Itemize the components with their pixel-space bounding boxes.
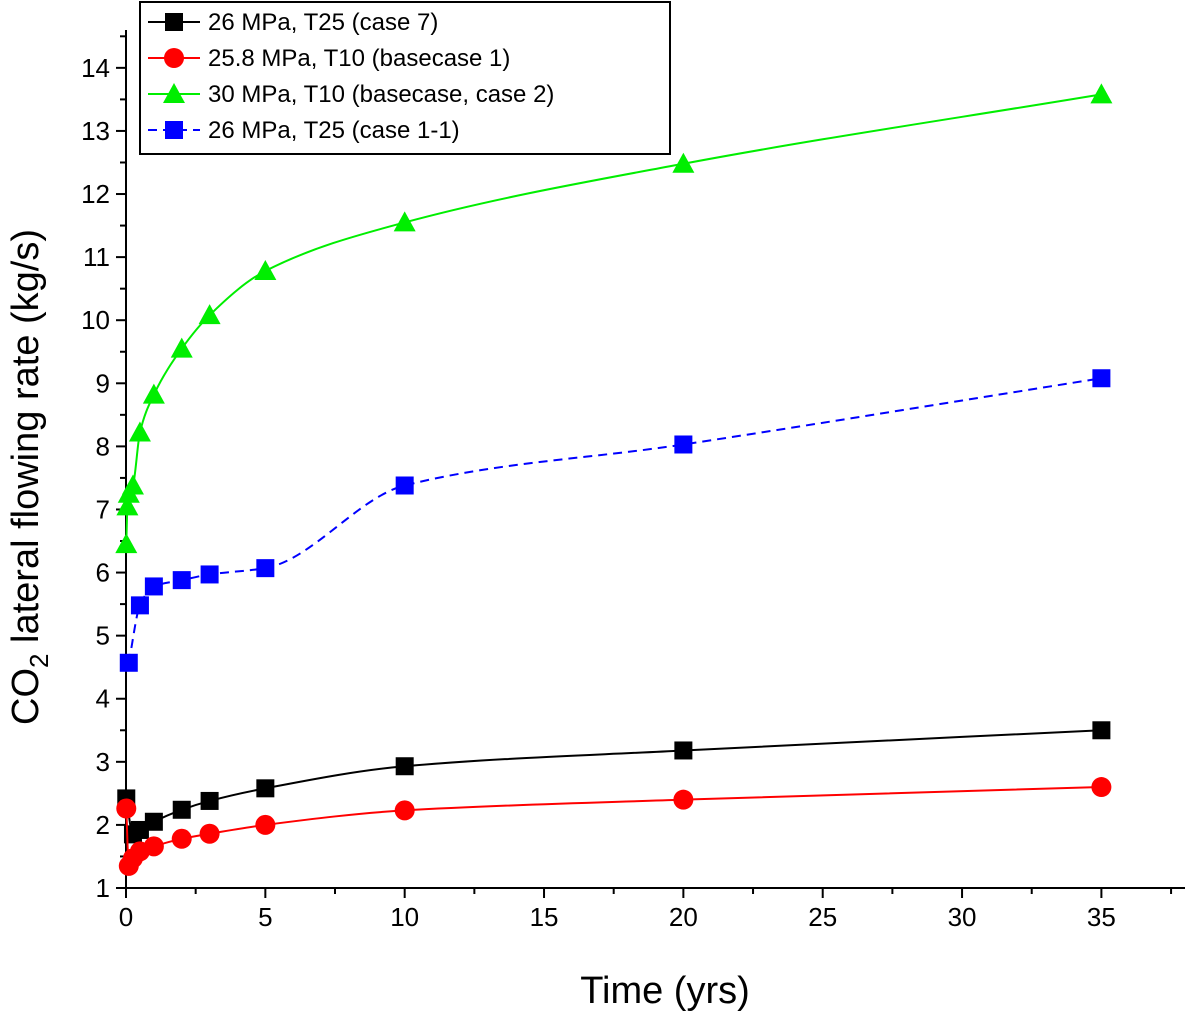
series-line (125, 93, 1102, 545)
y-axis-title: CO2 lateral flowing rate (kg/s) (5, 229, 54, 725)
series-3 (115, 83, 1113, 554)
legend-entry: 26 MPa, T25 (case 1-1) (148, 117, 460, 144)
legend-entry: 26 MPa, T25 (case 7) (148, 9, 438, 36)
data-point (256, 779, 275, 798)
x-tick-label: 20 (669, 902, 698, 932)
legend-label: 26 MPa, T25 (case 1-1) (208, 117, 460, 144)
data-point (393, 211, 416, 232)
data-point (130, 820, 149, 839)
x-tick-label: 0 (119, 902, 133, 932)
y-tick-label: 9 (96, 368, 110, 398)
data-point (128, 421, 151, 442)
data-point (674, 435, 693, 454)
data-point (130, 596, 149, 615)
x-tick-label: 15 (530, 902, 559, 932)
y-tick-label: 7 (96, 494, 110, 524)
legend-label: 30 MPa, T10 (basecase, case 2) (208, 81, 554, 108)
data-point (172, 571, 191, 590)
data-point (115, 533, 138, 554)
y-axis-title-main: CO (5, 668, 47, 725)
y-tick-label: 8 (96, 431, 110, 461)
legend-entry: 30 MPa, T10 (basecase, case 2) (148, 81, 554, 108)
data-point (1091, 777, 1112, 798)
data-point (395, 476, 414, 495)
data-point (254, 259, 277, 280)
y-tick-label: 14 (81, 53, 110, 83)
data-point (394, 800, 415, 821)
data-point (673, 789, 694, 810)
legend-marker (165, 121, 183, 139)
data-point (171, 828, 192, 849)
data-point (142, 383, 165, 404)
data-point (674, 741, 693, 760)
data-point (144, 812, 163, 831)
y-tick-label: 11 (83, 242, 110, 272)
data-point (1092, 369, 1111, 388)
y-tick-label: 1 (96, 873, 110, 903)
data-point (170, 337, 193, 358)
data-point (199, 823, 220, 844)
data-point (255, 814, 276, 835)
y-tick-label: 5 (96, 621, 110, 651)
x-tick-label: 25 (808, 902, 837, 932)
series-1 (117, 721, 1111, 844)
y-axis-title-rest: lateral flowing rate (kg/s) (5, 229, 47, 654)
data-point (200, 791, 219, 810)
data-point (119, 653, 138, 672)
data-point (672, 152, 695, 173)
legend-label: 26 MPa, T25 (case 7) (208, 9, 438, 36)
data-point (200, 565, 219, 584)
y-tick-label: 2 (96, 810, 110, 840)
y-tick-label: 13 (81, 116, 110, 146)
data-point (395, 757, 414, 776)
data-point (1090, 83, 1113, 104)
x-axis-title: Time (yrs) (580, 970, 750, 1012)
series-layer (115, 83, 1113, 876)
y-tick-label: 12 (81, 179, 110, 209)
legend-marker (165, 13, 183, 31)
data-point (1092, 721, 1111, 740)
legend-entry: 25.8 MPa, T10 (basecase 1) (148, 45, 510, 72)
data-point (116, 495, 139, 516)
legend-label: 25.8 MPa, T10 (basecase 1) (208, 45, 510, 72)
series-2 (116, 777, 1112, 876)
data-point (144, 577, 163, 596)
data-point (172, 800, 191, 819)
legend-box (139, 1, 671, 155)
data-point (116, 798, 137, 819)
data-point (143, 836, 164, 857)
x-tick-label: 10 (390, 902, 419, 932)
x-tick-label: 5 (258, 902, 272, 932)
x-tick-label: 30 (948, 902, 977, 932)
y-tick-label: 10 (81, 305, 110, 335)
legend: 26 MPa, T25 (case 7) 25.8 MPa, T10 (basec… (139, 1, 671, 155)
data-point (256, 559, 275, 578)
legend-marker (164, 48, 184, 68)
y-tick-label: 4 (96, 684, 110, 714)
y-tick-label: 3 (96, 747, 110, 777)
data-point (198, 304, 221, 325)
data-point (121, 474, 144, 495)
y-tick-label: 6 (96, 558, 110, 588)
x-tick-label: 35 (1087, 902, 1116, 932)
series-4 (119, 369, 1111, 672)
series-line (127, 377, 1102, 663)
y-axis-title-subscript: 2 (24, 654, 54, 668)
legend-marker (163, 83, 185, 103)
